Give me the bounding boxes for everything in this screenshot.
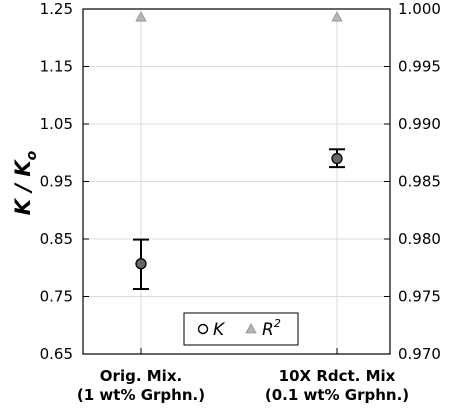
x-tick-label: (0.1 wt% Grphn.) bbox=[265, 386, 409, 404]
x-axis: Orig. Mix.(1 wt% Grphn.) 10X Rdct. Mix(0.… bbox=[77, 348, 409, 404]
y-axis-label-main: K / K bbox=[11, 159, 35, 216]
y2-tick-label: 0.970 bbox=[398, 345, 441, 363]
legend-r2-name: R bbox=[262, 320, 274, 340]
y2-tick-label: 0.980 bbox=[398, 230, 441, 248]
r2-point bbox=[331, 11, 343, 22]
y-tick-label: 0.95 bbox=[40, 173, 73, 191]
legend-k-label: K bbox=[213, 320, 226, 340]
legend-r2-label: R2 bbox=[262, 317, 281, 340]
x-tick-label: (1 wt% Grphn.) bbox=[77, 386, 205, 404]
y-axis-label: K / Ko bbox=[11, 150, 40, 215]
x-tick-label: 10X Rdct. Mix bbox=[279, 367, 396, 385]
y-tick-label: 1.25 bbox=[40, 0, 73, 18]
y2-tick-label: 0.995 bbox=[398, 58, 441, 76]
y2-tick-label: 0.990 bbox=[398, 115, 441, 133]
left-axis: 0.65 0.75 0.85 0.95 1.05 1.15 1.25 bbox=[40, 0, 89, 363]
r2-point bbox=[135, 11, 147, 22]
legend-k-marker bbox=[197, 323, 209, 335]
k-point bbox=[331, 152, 343, 165]
y-tick-label: 0.85 bbox=[40, 230, 73, 248]
y2-tick-label: 1.000 bbox=[398, 0, 441, 18]
x-tick-label: Orig. Mix. bbox=[100, 367, 182, 385]
y-tick-label: 0.65 bbox=[40, 345, 73, 363]
y-axis-label-sub: o bbox=[24, 150, 40, 160]
right-axis: 0.970 0.975 0.980 0.985 0.990 0.995 1.000 bbox=[384, 0, 441, 363]
grid bbox=[83, 9, 390, 354]
y-tick-label: 1.05 bbox=[40, 115, 73, 133]
y-tick-label: 0.75 bbox=[40, 288, 73, 306]
k-point bbox=[135, 258, 147, 270]
data-marks bbox=[133, 11, 345, 291]
legend: K R2 bbox=[183, 312, 299, 346]
y-tick-label: 1.15 bbox=[40, 58, 73, 76]
y2-tick-label: 0.975 bbox=[398, 288, 441, 306]
legend-r2-marker bbox=[245, 323, 257, 334]
y2-tick-label: 0.985 bbox=[398, 173, 441, 191]
legend-r2-sup: 2 bbox=[274, 317, 281, 330]
